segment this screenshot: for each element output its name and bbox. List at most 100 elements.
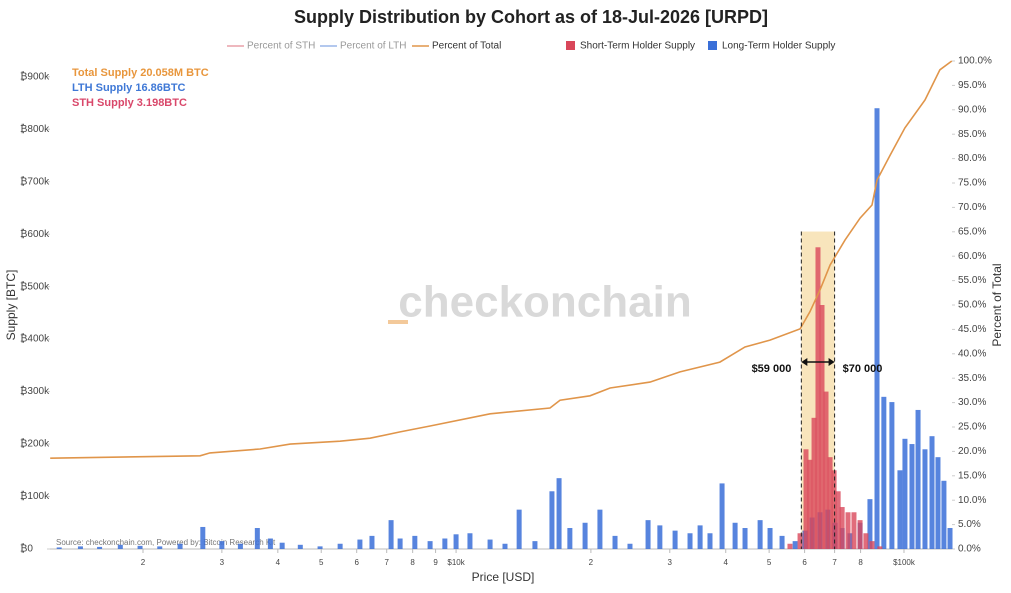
bar xyxy=(297,544,303,549)
y-tick-label: ₿600k xyxy=(20,228,50,240)
chart-title: Supply Distribution by Cohort as of 18-J… xyxy=(294,7,768,27)
bar xyxy=(889,402,895,549)
x-tick-label: 2 xyxy=(589,558,594,567)
bar xyxy=(811,417,817,549)
bar xyxy=(177,543,183,549)
bar xyxy=(941,480,947,549)
legend-label: Percent of LTH xyxy=(340,41,407,52)
bar xyxy=(803,449,809,549)
bar xyxy=(851,512,857,549)
bar xyxy=(567,528,573,549)
bar xyxy=(909,444,915,549)
y2-tick-label: 15.0% xyxy=(958,470,986,481)
y-tick-label: ₿900k xyxy=(20,70,50,82)
x-tick-label: 4 xyxy=(276,558,281,567)
y-tick-label: ₿800k xyxy=(20,123,50,135)
y2-tick-label: 35.0% xyxy=(958,373,986,384)
bar xyxy=(117,544,123,549)
legend-label: Short-Term Holder Supply xyxy=(580,41,695,52)
bar xyxy=(157,546,163,549)
x-tick-label: $10k xyxy=(447,558,465,567)
bar xyxy=(831,470,837,549)
bar xyxy=(77,546,83,549)
bar xyxy=(857,520,863,549)
bar xyxy=(779,535,785,549)
bar xyxy=(487,539,493,549)
bar xyxy=(797,533,803,549)
y2-tick-label: 75.0% xyxy=(958,178,986,189)
range-label: $59 000 xyxy=(752,363,792,375)
bar xyxy=(672,530,678,549)
x-tick-label: 8 xyxy=(410,558,415,567)
legend-label: Long-Term Holder Supply xyxy=(722,41,835,52)
bar xyxy=(697,525,703,549)
y2-tick-label: 65.0% xyxy=(958,226,986,237)
y-tick-label: ₿300k xyxy=(20,385,50,397)
bar xyxy=(742,528,748,549)
bar xyxy=(867,499,873,549)
bar xyxy=(877,546,883,549)
bar xyxy=(719,483,725,549)
x-tick-label: 6 xyxy=(802,558,807,567)
legend-swatch xyxy=(708,41,717,50)
bar xyxy=(56,547,62,549)
bar xyxy=(388,520,394,549)
legend-swatch xyxy=(566,41,575,50)
note: LTH Supply 16.86BTC xyxy=(72,82,186,94)
y2-tick-label: 100.0% xyxy=(958,56,992,67)
bar xyxy=(657,525,663,549)
source: Source: checkonchain.com, Powered by: Bi… xyxy=(56,538,276,547)
bar xyxy=(357,539,363,549)
bar xyxy=(687,533,693,549)
bar xyxy=(767,528,773,549)
range-label: $70 000 xyxy=(843,363,883,375)
y2-tick-label: 25.0% xyxy=(958,422,986,433)
bar xyxy=(427,541,433,549)
y2-tick-label: 50.0% xyxy=(958,300,986,311)
bar xyxy=(532,541,538,549)
x-tick-label: 5 xyxy=(319,558,324,567)
y-tick-label: ₿0 xyxy=(20,543,33,555)
bar xyxy=(97,546,103,549)
y2-tick-label: 20.0% xyxy=(958,446,986,457)
y-tick-label: ₿200k xyxy=(20,438,50,450)
bar xyxy=(645,520,651,549)
bar xyxy=(807,459,813,549)
x-tick-label: 6 xyxy=(354,558,359,567)
bar xyxy=(200,526,206,549)
bar xyxy=(556,478,562,549)
y2-tick-label: 85.0% xyxy=(958,129,986,140)
bar xyxy=(219,541,225,549)
bar xyxy=(412,535,418,549)
bar xyxy=(874,108,880,550)
bar xyxy=(582,522,588,549)
y2-tick-label: 70.0% xyxy=(958,202,986,213)
bar xyxy=(442,538,448,549)
bar xyxy=(787,543,793,549)
y2-tick-label: 10.0% xyxy=(958,495,986,506)
bar xyxy=(254,528,260,549)
legend-label: Percent of Total xyxy=(432,41,501,52)
bar xyxy=(627,543,633,549)
bar xyxy=(516,509,522,549)
x-tick-label: 7 xyxy=(384,558,389,567)
legend-label: Percent of STH xyxy=(247,41,315,52)
bar xyxy=(915,409,921,549)
bar xyxy=(467,533,473,549)
x-tick-label: 8 xyxy=(858,558,863,567)
bar xyxy=(549,491,555,549)
bar xyxy=(819,305,825,549)
bar xyxy=(237,543,243,549)
x-tick-label: 4 xyxy=(724,558,729,567)
bar xyxy=(369,535,375,549)
y2-tick-label: 55.0% xyxy=(958,275,986,286)
y2-tick-label: 80.0% xyxy=(958,153,986,164)
bar xyxy=(845,512,851,549)
bar xyxy=(502,543,508,549)
x-axis-title: Price [USD] xyxy=(472,570,535,584)
bar xyxy=(835,491,841,549)
watermark-bar xyxy=(388,320,408,324)
bar xyxy=(453,534,459,549)
bar xyxy=(337,543,343,549)
x-tick-label: 3 xyxy=(668,558,673,567)
